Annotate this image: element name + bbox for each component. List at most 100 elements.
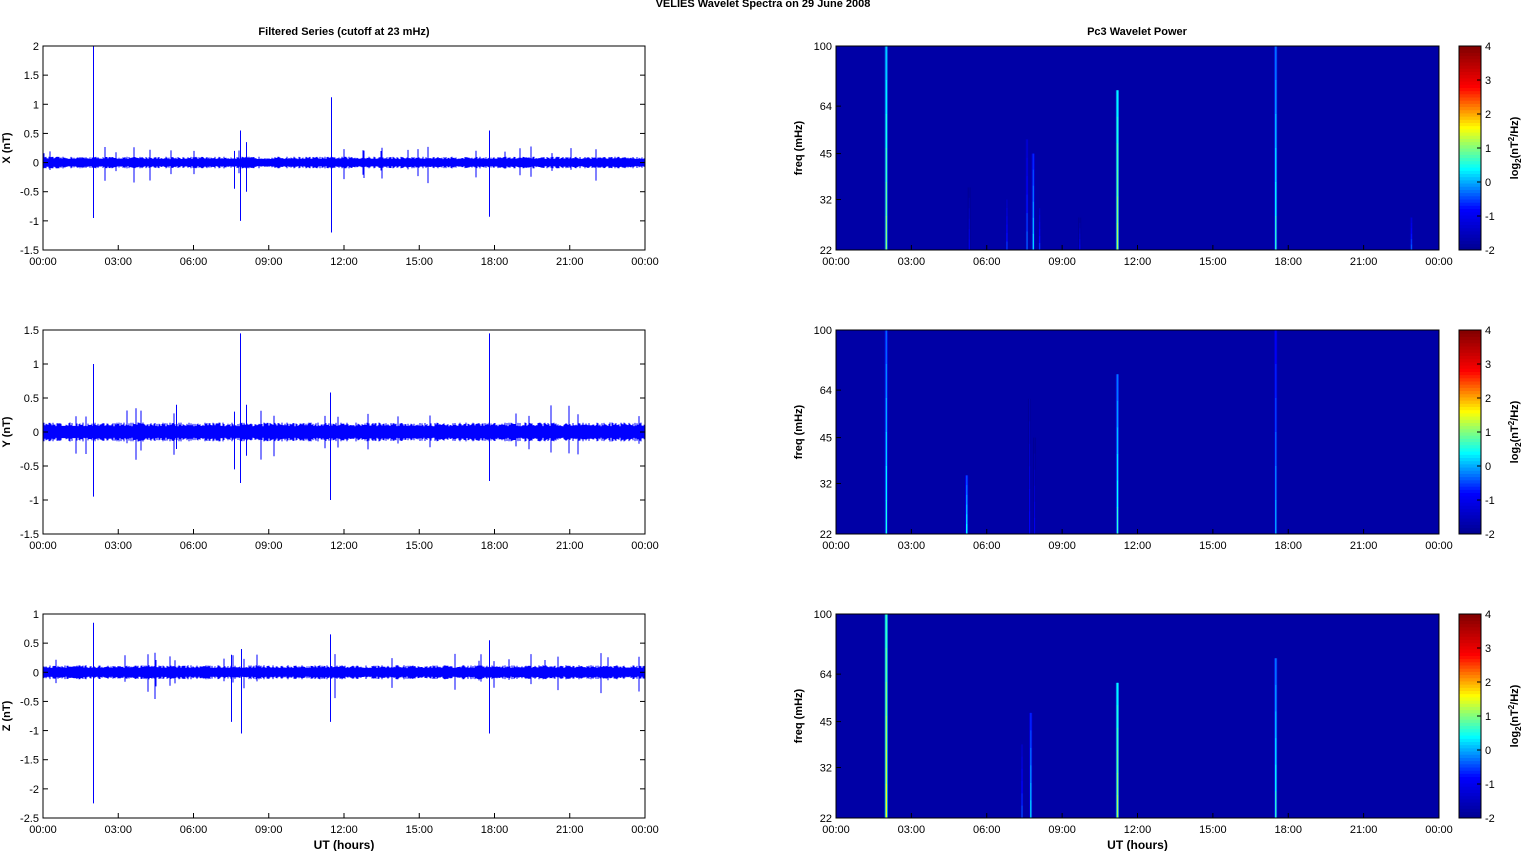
y-axis-label: freq (mHz) bbox=[793, 404, 805, 459]
power-streak-2 bbox=[1006, 216, 1008, 226]
y-tick-label: 2 bbox=[33, 41, 39, 53]
power-streak-2 bbox=[1006, 224, 1008, 234]
y-axis-label: freq (mHz) bbox=[793, 120, 805, 175]
x-tick-label: 18:00 bbox=[1274, 824, 1302, 836]
power-streak-3 bbox=[1026, 213, 1028, 232]
colorbar-step bbox=[1459, 61, 1481, 66]
power-streak-4 bbox=[1116, 480, 1119, 508]
colorbar-step bbox=[1459, 368, 1481, 372]
colorbar-step bbox=[1459, 84, 1481, 88]
x-tick-label: 00:00 bbox=[631, 540, 659, 552]
colorbar-step bbox=[1459, 495, 1481, 500]
power-streak-1 bbox=[966, 485, 968, 496]
colorbar-step bbox=[1459, 617, 1481, 621]
colorbar-step bbox=[1459, 230, 1481, 235]
colorbar-step bbox=[1459, 227, 1481, 232]
x-tick-label: 18:00 bbox=[1274, 540, 1302, 552]
colorbar-step bbox=[1459, 416, 1481, 420]
colorbar-step bbox=[1459, 246, 1481, 251]
power-streak-1 bbox=[968, 187, 970, 199]
power-streak-9 bbox=[1410, 222, 1413, 229]
colorbar-step bbox=[1459, 447, 1481, 452]
colorbar-step bbox=[1459, 179, 1481, 184]
power-streak-0 bbox=[885, 432, 888, 467]
colorbar-label-part: (nT bbox=[1509, 709, 1521, 726]
y-axis-label: X (nT) bbox=[1, 132, 13, 163]
power-streak-8 bbox=[1275, 114, 1277, 149]
power-streak-6 bbox=[1079, 217, 1081, 224]
x-tick-label: 00:00 bbox=[1425, 824, 1453, 836]
colorbar-step bbox=[1459, 438, 1481, 443]
y-tick-label: 64 bbox=[820, 101, 832, 113]
colorbar-tick-label: -2 bbox=[1485, 813, 1495, 825]
colorbar-step bbox=[1459, 770, 1481, 774]
power-streak-0 bbox=[885, 182, 888, 217]
colorbar-tick-label: 4 bbox=[1485, 609, 1491, 621]
y-tick-label: 1.5 bbox=[24, 325, 39, 337]
power-streak-3 bbox=[1116, 750, 1119, 774]
colorbar-step bbox=[1459, 763, 1481, 768]
colorbar-label-part: 2 bbox=[1507, 420, 1516, 425]
colorbar-step bbox=[1459, 330, 1481, 334]
colorbar-step bbox=[1459, 148, 1481, 152]
colorbar-step bbox=[1459, 432, 1481, 436]
power-streak-4 bbox=[1275, 684, 1277, 712]
colorbar-step bbox=[1459, 218, 1481, 222]
x-tick-label: 00:00 bbox=[29, 256, 57, 268]
power-streak-2 bbox=[1006, 241, 1008, 251]
power-streak-5 bbox=[1275, 500, 1277, 535]
power-streak-3 bbox=[1033, 469, 1036, 487]
colorbar-step bbox=[1459, 457, 1481, 462]
y-tick-label: -0.5 bbox=[20, 696, 39, 708]
power-streak-2 bbox=[1030, 747, 1032, 766]
colorbar-step bbox=[1459, 400, 1481, 404]
colorbar-step bbox=[1459, 489, 1481, 494]
colorbar-step bbox=[1459, 435, 1481, 439]
colorbar-step bbox=[1459, 135, 1481, 139]
x-tick-label: 15:00 bbox=[1199, 540, 1227, 552]
colorbar-step bbox=[1459, 46, 1481, 50]
colorbar-step bbox=[1459, 144, 1481, 149]
colorbar-step bbox=[1459, 479, 1481, 484]
power-streak-9 bbox=[1410, 244, 1413, 251]
colorbar-step bbox=[1459, 620, 1481, 625]
colorbar-step bbox=[1459, 163, 1481, 168]
power-streak-4 bbox=[1116, 400, 1119, 428]
y-axis-label: Y (nT) bbox=[1, 416, 13, 447]
power-streak-9 bbox=[1410, 217, 1413, 224]
power-streak-3 bbox=[1033, 501, 1036, 519]
colorbar-step bbox=[1459, 658, 1481, 663]
power-streak-0 bbox=[885, 784, 888, 819]
power-streak-0 bbox=[885, 364, 888, 399]
colorbar-step bbox=[1459, 473, 1481, 478]
x-tick-label: 00:00 bbox=[29, 540, 57, 552]
power-streak-5 bbox=[1038, 243, 1041, 251]
colorbar-tick-label: 0 bbox=[1485, 461, 1491, 473]
colorbar-step bbox=[1459, 502, 1481, 506]
colorbar-step bbox=[1459, 655, 1481, 660]
y-tick-label: 45 bbox=[820, 149, 832, 161]
colorbar-step bbox=[1459, 677, 1481, 682]
power-streak-3 bbox=[1026, 194, 1028, 214]
power-streak-3 bbox=[1026, 139, 1028, 159]
colorbar-step bbox=[1459, 684, 1481, 688]
colorbar-tick-label: 0 bbox=[1485, 177, 1491, 189]
colorbar-step bbox=[1459, 74, 1481, 79]
colorbar-step bbox=[1459, 514, 1481, 519]
power-streak-6 bbox=[1079, 233, 1081, 240]
power-streak-8 bbox=[1275, 46, 1277, 81]
y-tick-label: 0 bbox=[33, 427, 39, 439]
colorbar-step bbox=[1459, 87, 1481, 92]
colorbar-step bbox=[1459, 614, 1481, 618]
colorbar-step bbox=[1459, 629, 1481, 634]
power-streak-5 bbox=[1275, 398, 1277, 433]
colorbar-step bbox=[1459, 243, 1481, 248]
x-tick-label: 21:00 bbox=[556, 256, 584, 268]
colorbar-step bbox=[1459, 52, 1481, 57]
colorbar-step bbox=[1459, 674, 1481, 679]
power-streak-3 bbox=[1026, 176, 1028, 195]
colorbar-step bbox=[1459, 160, 1481, 165]
colorbar-step bbox=[1459, 498, 1481, 503]
